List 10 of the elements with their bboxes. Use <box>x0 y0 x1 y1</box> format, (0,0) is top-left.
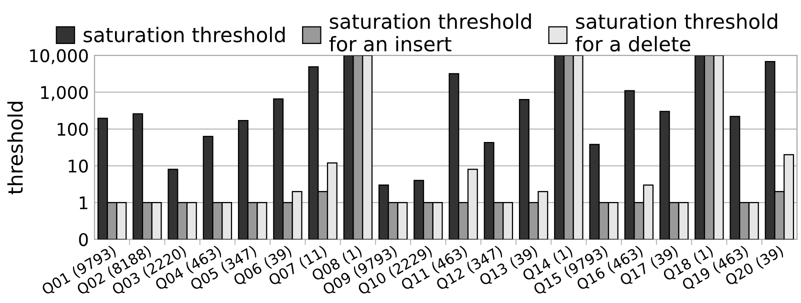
y-tick-label: 100 <box>58 122 88 136</box>
y-tick-label: 1 <box>80 196 88 210</box>
y-tick-label: 10 <box>68 160 88 173</box>
legend-label: saturation threshold for an insert <box>329 13 531 52</box>
y-tick-label: 0 <box>79 233 88 246</box>
legend-label: saturation threshold for a delete <box>575 13 778 52</box>
legend-label: saturation threshold <box>84 26 285 42</box>
y-axis-title: threshold <box>7 102 23 194</box>
y-tick-label: 1,000 <box>41 86 88 101</box>
y-tick-label: 10,000 <box>30 49 88 64</box>
